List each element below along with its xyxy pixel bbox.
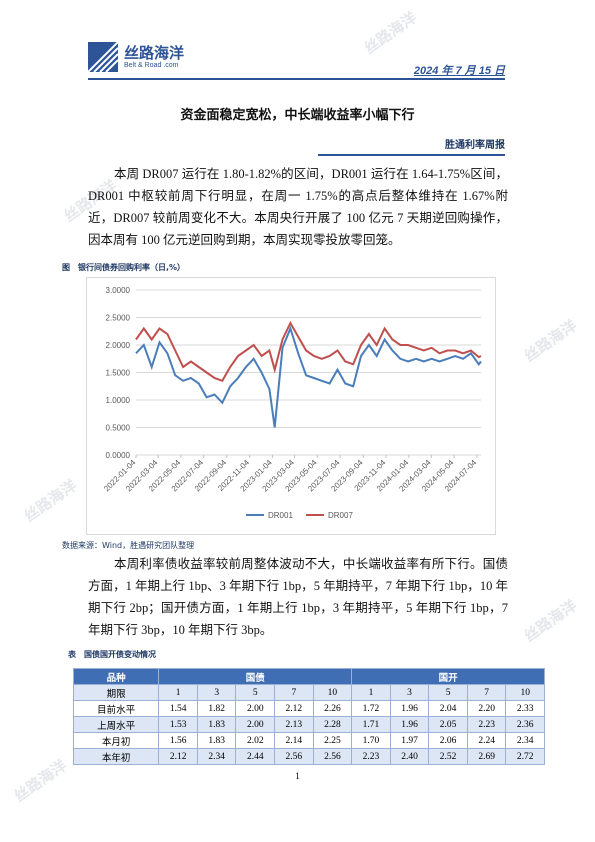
table-cell: 2.56 — [274, 748, 314, 765]
table-cell: 3 — [389, 684, 430, 701]
table-cell: 2.25 — [312, 732, 353, 749]
table-cell: 目前水平 — [72, 700, 160, 717]
title: 资金面稳定宽松，中长端收益率小幅下行 — [180, 108, 415, 123]
table-cell: 5 — [235, 684, 276, 701]
table-cell: 10 — [312, 684, 353, 701]
legend-label: DR007 — [328, 511, 353, 520]
table-cell: 期限 — [72, 684, 160, 701]
report-rule — [318, 154, 505, 156]
table-wrap: 品种 国债 国开 期限 1 3 5 7 10 1 3 5 7 10 目前水平 1.54 1.82 2.00 2.12… — [72, 668, 545, 765]
series-line — [135, 325, 482, 428]
y-tick-label: 2.0000 — [106, 341, 131, 350]
table-cell: 本年初 — [72, 748, 160, 765]
logo-icon — [88, 42, 118, 72]
table-cell: 5 — [428, 684, 468, 701]
source: 数据来源：Wind，胜遇研究团队整理 — [62, 541, 195, 550]
y-tick-label: 1.0000 — [106, 396, 131, 405]
table-cell: 1.96 — [389, 700, 430, 717]
table-cell: 1.83 — [196, 732, 237, 749]
table-cell: 上周水平 — [72, 716, 160, 733]
table-caption: 表 国债国开债变动情况 — [68, 650, 156, 659]
table-cell: 10 — [505, 684, 545, 701]
page-number: 1 — [295, 771, 300, 781]
chart-frame — [86, 277, 496, 535]
table-cell: 1.72 — [351, 700, 391, 717]
watermark: 丝路海洋 — [520, 596, 581, 646]
table-cell: 2.23 — [351, 748, 391, 765]
table-cell: 2.34 — [196, 748, 237, 765]
table-cell: 1 — [158, 684, 198, 701]
watermark: 丝路海洋 — [520, 316, 581, 366]
table-cell: 2.69 — [466, 748, 507, 765]
table-cell: 2.28 — [312, 716, 353, 733]
table-cell: 1.53 — [158, 716, 198, 733]
table-cell: 1.54 — [158, 700, 198, 717]
watermark: 丝路海洋 — [360, 8, 421, 58]
table-cell: 2.02 — [235, 732, 276, 749]
table-cell: 2.05 — [428, 716, 468, 733]
table-cell: 国开 — [351, 668, 545, 685]
table-cell: 2.52 — [428, 748, 468, 765]
table-cell: 2.24 — [466, 732, 507, 749]
table-cell: 2.12 — [158, 748, 198, 765]
report-name: 胜通利率周报 — [445, 140, 505, 151]
watermark: 丝路海洋 — [20, 476, 81, 526]
table-cell: 3 — [196, 684, 237, 701]
paragraph: 本周利率债收益率较前周整体波动不大，中长端收益率有所下行。国债方面，1 年期上行… — [88, 557, 508, 637]
table-cell: 2.14 — [274, 732, 314, 749]
table-cell: 2.36 — [505, 716, 545, 733]
table-cell: 2.23 — [466, 716, 507, 733]
table-cell: 2.13 — [274, 716, 314, 733]
table-cell: 1 — [351, 684, 391, 701]
table-cell: 2.00 — [235, 700, 276, 717]
table-cell: 1.96 — [389, 716, 430, 733]
table-cell: 2.72 — [505, 748, 545, 765]
table-cell: 2.26 — [312, 700, 353, 717]
legend-label: DR001 — [268, 511, 293, 520]
table-cell: 1.70 — [351, 732, 391, 749]
table-cell: 2.44 — [235, 748, 276, 765]
table-cell: 本月初 — [72, 732, 160, 749]
table-cell: 品种 — [72, 668, 160, 685]
y-tick-label: 3.0000 — [106, 286, 131, 295]
table-cell: 1.71 — [351, 716, 391, 733]
chart: 0.0000 0.5000 1.0000 1.5000 2.0000 2.5000 3.00… — [86, 277, 496, 535]
logo-sub: Belt & Road .com — [124, 62, 179, 69]
series-line — [135, 320, 482, 383]
table-cell: 2.33 — [505, 700, 545, 717]
y-tick-label: 0.5000 — [106, 424, 131, 433]
logo-name: 丝路海洋 — [124, 44, 185, 62]
table-cell: 1.56 — [158, 732, 198, 749]
table-cell: 1.83 — [196, 716, 237, 733]
table-cell: 1.97 — [389, 732, 430, 749]
y-tick-label: 2.5000 — [106, 314, 131, 323]
table-cell: 7 — [466, 684, 507, 701]
table-cell: 2.00 — [235, 716, 276, 733]
table-cell: 2.06 — [428, 732, 468, 749]
paragraph: 本周 DR007 运行在 1.80-1.82%的区间，DR001 运行在 1.6… — [88, 167, 508, 247]
table-cell: 2.56 — [312, 748, 353, 765]
report-date: 2024 年 7 月 15 日 — [413, 65, 505, 77]
y-tick-label: 0.0000 — [106, 451, 131, 460]
table-cell: 2.40 — [389, 748, 430, 765]
table-cell: 2.12 — [274, 700, 314, 717]
table-cell: 2.20 — [466, 700, 507, 717]
table-cell: 2.04 — [428, 700, 468, 717]
figure-caption: 图 银行间债券回购利率（日,%） — [62, 263, 186, 272]
table-cell: 1.82 — [196, 700, 237, 717]
header-rule — [88, 78, 505, 80]
table-cell: 2.34 — [505, 732, 545, 749]
table-cell: 7 — [274, 684, 314, 701]
y-tick-label: 1.5000 — [106, 369, 131, 378]
table-cell: 国债 — [158, 668, 353, 685]
table: 品种 国债 国开 期限 1 3 5 7 10 1 3 5 7 10 目前水平 1.54 1.82 2.00 2.12… — [72, 668, 545, 765]
